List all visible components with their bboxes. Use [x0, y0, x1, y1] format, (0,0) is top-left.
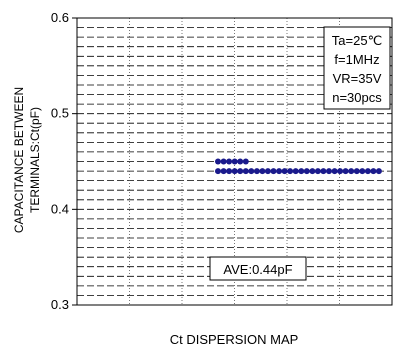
data-point: [287, 168, 294, 175]
condition-temperature: Ta=25℃: [332, 33, 382, 48]
data-point: [359, 168, 366, 175]
data-point: [242, 158, 249, 165]
data-point: [220, 168, 227, 175]
y-axis-label-line2: TERMINALS:Ct(pF): [28, 107, 42, 213]
data-point: [292, 168, 299, 175]
data-point: [348, 168, 355, 175]
data-point: [370, 168, 377, 175]
y-tick-label: 0.4: [51, 201, 69, 216]
y-axis-label-line1: CAPACITANCE BETWEEN: [12, 87, 26, 233]
data-point: [253, 168, 260, 175]
y-tick-label: 0.5: [51, 106, 69, 121]
data-point: [215, 158, 221, 165]
data-point: [364, 168, 371, 175]
condition-voltage: VR=35V: [333, 71, 382, 86]
data-point: [215, 168, 221, 175]
data-point: [231, 158, 238, 165]
data-point: [270, 168, 277, 175]
data-point: [264, 168, 271, 175]
average-label: AVE:0.44pF: [223, 262, 292, 277]
data-point: [276, 168, 283, 175]
y-tick-label: 0.3: [51, 297, 69, 312]
x-axis-label: Ct DISPERSION MAP: [170, 332, 299, 347]
data-point: [237, 168, 244, 175]
average-box: AVE:0.44pF: [209, 256, 307, 281]
data-point: [303, 168, 310, 175]
data-point: [314, 168, 321, 175]
data-point: [375, 168, 382, 175]
data-point: [237, 158, 244, 165]
data-point: [320, 168, 327, 175]
plot-area-border: [76, 17, 393, 306]
data-point: [259, 168, 266, 175]
data-point: [342, 168, 349, 175]
condition-frequency: f=1MHz: [334, 52, 379, 67]
data-point: [226, 158, 233, 165]
data-point: [331, 168, 338, 175]
data-point: [298, 168, 305, 175]
data-point: [326, 168, 332, 175]
condition-sample-count: n=30pcs: [332, 90, 382, 105]
data-points: [215, 158, 382, 175]
y-axis-ticks: 0.3 0.4 0.5 0.6: [51, 10, 77, 312]
data-point: [220, 158, 227, 165]
data-point: [309, 168, 316, 175]
data-point: [231, 168, 238, 175]
conditions-box: Ta=25℃ f=1MHz VR=35V n=30pcs: [323, 26, 391, 110]
data-point: [226, 168, 233, 175]
data-point: [242, 168, 249, 175]
y-tick-label: 0.6: [51, 10, 69, 25]
data-point: [281, 168, 288, 175]
data-point: [337, 168, 344, 175]
data-point: [353, 168, 360, 175]
data-point: [248, 168, 255, 175]
